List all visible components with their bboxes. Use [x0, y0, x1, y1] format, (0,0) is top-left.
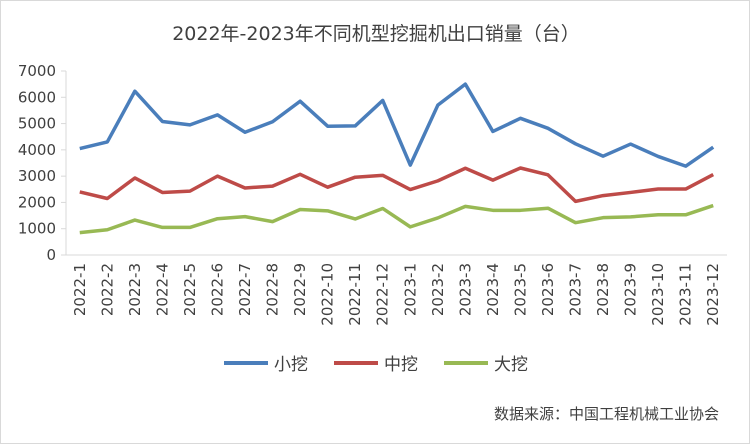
x-tick-label: 2023-3 — [456, 263, 474, 316]
x-tick-label: 2023-5 — [511, 263, 529, 316]
y-tick-label: 2000 — [18, 193, 56, 211]
series-line-大挖 — [79, 203, 714, 235]
y-tick-label: 4000 — [18, 141, 56, 159]
legend-swatch — [224, 360, 268, 365]
x-tick-label: 2023-10 — [649, 263, 667, 326]
y-tick-label: 7000 — [18, 62, 56, 80]
x-tick-label: 2023-9 — [622, 263, 640, 316]
x-tick-label: 2022-1 — [71, 263, 89, 316]
x-tick-label: 2022-2 — [98, 263, 116, 316]
x-tick-label: 2023-8 — [594, 263, 612, 316]
x-tick-label: 2022-10 — [319, 263, 337, 326]
x-tick-label: 2023-11 — [677, 263, 695, 326]
chart-title: 2022年-2023年不同机型挖掘机出口销量（台） — [172, 23, 580, 45]
y-tick-label: 6000 — [18, 88, 56, 106]
x-tick-label: 2022-3 — [126, 263, 144, 316]
legend-swatch — [444, 360, 488, 365]
series-line-小挖 — [79, 82, 715, 168]
y-tick-label: 1000 — [18, 220, 56, 238]
y-tick-label: 0 — [46, 246, 56, 264]
series-line-中挖 — [79, 166, 715, 204]
x-tick-label: 2023-6 — [539, 263, 557, 316]
x-tick-label: 2022-9 — [291, 263, 309, 316]
legend-label: 中挖 — [384, 355, 418, 375]
x-tick-label: 2022-11 — [346, 263, 364, 326]
x-tick-label: 2022-4 — [153, 263, 171, 316]
x-tick-label: 2022-12 — [374, 263, 392, 326]
legend-item-large: 大挖 — [444, 350, 528, 375]
x-tick-label: 2023-1 — [401, 263, 419, 316]
legend-label: 小挖 — [274, 355, 308, 375]
legend-item-medium: 中挖 — [334, 350, 418, 375]
x-tick-label: 2022-6 — [208, 263, 226, 316]
legend: 小挖 中挖 大挖 — [1, 350, 749, 375]
x-tick-label: 2022-7 — [236, 263, 254, 316]
x-tick-label: 2023-12 — [704, 263, 722, 326]
x-tick-label: 2022-8 — [264, 263, 282, 316]
y-tick-label: 3000 — [18, 167, 56, 185]
x-tick-label: 2022-5 — [181, 263, 199, 316]
x-tick-label: 2023-4 — [484, 263, 502, 316]
legend-item-small: 小挖 — [224, 350, 308, 375]
y-tick-label: 5000 — [18, 115, 56, 133]
legend-swatch — [334, 360, 378, 365]
source-note: 数据来源：中国工程机械工业协会 — [493, 405, 719, 423]
x-tick-label: 2023-7 — [567, 263, 585, 316]
x-tick-label: 2023-2 — [429, 263, 447, 316]
legend-label: 大挖 — [494, 355, 528, 375]
